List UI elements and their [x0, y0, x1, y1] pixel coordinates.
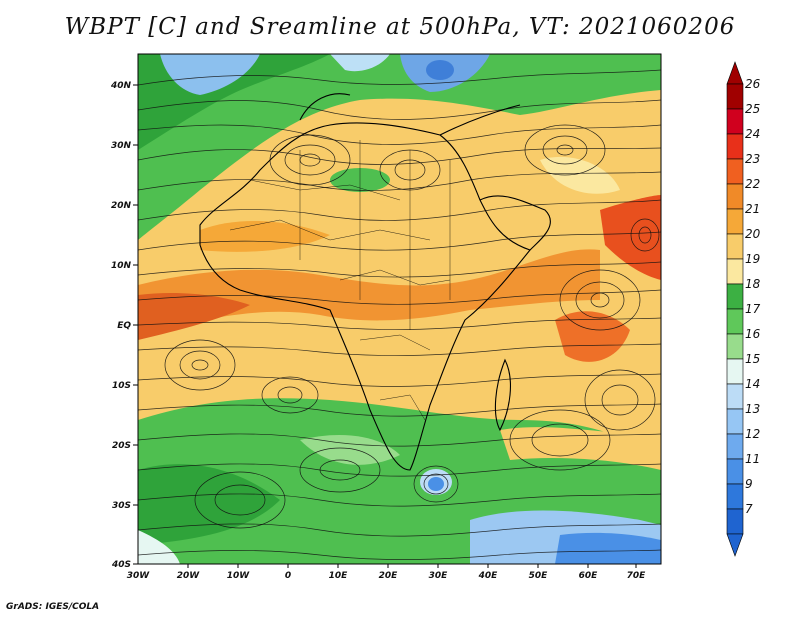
lon-tick-label: 60E	[579, 571, 599, 581]
field-se-darkblue	[555, 532, 661, 564]
colorbar-swatch	[726, 233, 744, 260]
field-ne-paleyellow	[540, 156, 620, 194]
colorbar-swatch	[726, 158, 744, 185]
field-east-red	[600, 195, 661, 280]
colorbar-swatch	[726, 283, 744, 310]
field-east-orange	[555, 311, 630, 362]
colorbar-label: 11	[745, 452, 760, 466]
colorbar-label: 19	[745, 252, 760, 266]
coastlines	[199, 93, 551, 471]
colorbar-label: 23	[745, 152, 760, 166]
field-sw-dark-green	[138, 464, 280, 545]
field-n-blue-core	[426, 60, 454, 80]
colorbar-swatch	[726, 358, 744, 385]
colorbar-label: 24	[745, 127, 760, 141]
lat-tick-label: 20S	[112, 441, 131, 451]
country-borders	[229, 140, 451, 421]
lon-tick-labels: 30W 20W 10W 0 10E 20E 30E 40E 50E 60E 70…	[127, 571, 646, 581]
lat-tick-label: EQ	[117, 321, 131, 331]
lat-tick-label: 30N	[111, 141, 132, 151]
lon-tick-label: 0	[285, 571, 291, 581]
lat-tick-label: 10N	[111, 261, 132, 271]
colorbar-label: 26	[745, 77, 761, 91]
colorbar-label: 17	[745, 302, 761, 316]
colorbar-swatch	[726, 383, 744, 410]
lat-tick-marks	[133, 84, 138, 565]
lon-tick-label: 20W	[177, 571, 201, 581]
colorbar-swatch	[726, 183, 744, 210]
colorbar-label: 20	[745, 227, 761, 241]
colorbar-swatch	[726, 433, 744, 460]
field-equator-orange	[138, 249, 600, 335]
colorbar-swatch	[726, 208, 744, 235]
colorbar-bottom-arrow	[726, 533, 744, 557]
colorbar-label: 16	[745, 327, 761, 341]
field-cutoff-low-core	[428, 477, 444, 491]
colorbar-label: 12	[745, 427, 760, 441]
streamlines	[138, 69, 661, 560]
colorbar-label: 21	[745, 202, 760, 216]
lon-tick-label: 10W	[227, 571, 251, 581]
colorbar: 26 25 24 23 22 21 20 19 18 17 16 15 14 1…	[726, 61, 761, 557]
lon-tick-label: 40E	[478, 571, 499, 581]
colorbar-label: 25	[745, 102, 760, 116]
colorbar-swatch	[726, 133, 744, 160]
colorbar-label: 13	[745, 402, 760, 416]
colorbar-label: 15	[745, 352, 760, 366]
colorbar-swatch	[726, 508, 744, 535]
colorbar-swatch	[726, 308, 744, 335]
colorbar-swatch	[726, 408, 744, 435]
colorbar-label: 7	[745, 502, 753, 516]
grads-credit: GrADS: IGES/COLA	[6, 602, 100, 612]
map-title: WBPT [C] and Sreamline at 500hPa, VT: 20…	[64, 14, 736, 40]
colorbar-label: 9	[745, 477, 753, 491]
lon-tick-label: 50E	[529, 571, 549, 581]
lon-tick-label: 30E	[429, 571, 449, 581]
lat-tick-label: 40S	[111, 560, 131, 570]
colorbar-swatch	[726, 83, 744, 110]
colorbar-swatch	[726, 333, 744, 360]
field-equator-red	[138, 293, 250, 340]
lat-tick-label: 10S	[112, 381, 131, 391]
lat-tick-label: 30S	[112, 501, 131, 511]
lon-tick-label: 10E	[329, 571, 349, 581]
lon-tick-label: 30W	[127, 571, 151, 581]
field-nw-orange	[200, 220, 330, 252]
colorbar-label: 18	[745, 277, 761, 291]
colorbar-swatch	[726, 458, 744, 485]
field-nw-blue	[160, 54, 260, 95]
colorbar-swatch	[726, 258, 744, 285]
colorbar-label: 14	[745, 377, 760, 391]
field-north-green	[138, 54, 661, 240]
vortices	[164, 124, 660, 529]
field-se-warm	[500, 427, 661, 470]
map-field	[138, 54, 661, 564]
lat-tick-labels: 40N 30N 20N 10N EQ 10S 20S 30S 40S	[110, 81, 132, 570]
map-frame	[137, 53, 662, 565]
colorbar-swatch	[726, 483, 744, 510]
lat-tick-label: 40N	[110, 81, 132, 91]
colorbar-top-arrow	[726, 61, 744, 85]
lon-tick-marks	[187, 564, 637, 568]
lat-tick-label: 20N	[111, 201, 132, 211]
lon-tick-label: 20E	[379, 571, 399, 581]
field-south-lightgreen	[300, 435, 400, 465]
lon-tick-label: 70E	[627, 571, 647, 581]
colorbar-label: 22	[745, 177, 760, 191]
field-sw-pale	[138, 530, 180, 564]
colorbar-swatch	[726, 108, 744, 135]
field-n-lightblue	[330, 54, 390, 72]
